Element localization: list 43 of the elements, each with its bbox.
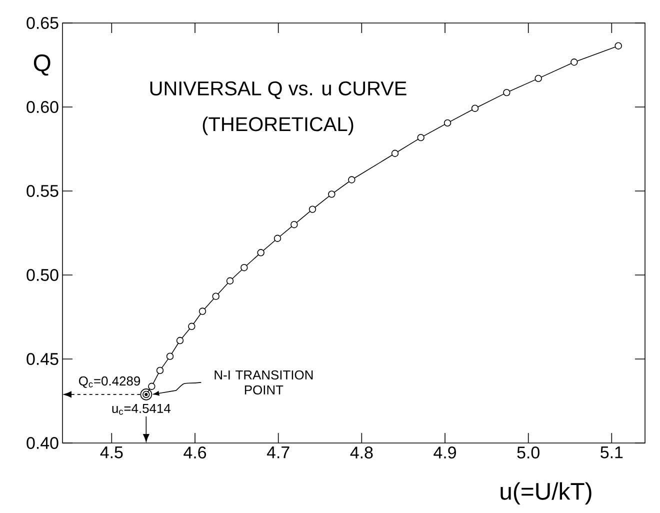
x-axis-title: u(=U/kT) (500, 482, 592, 505)
point (444, 119, 452, 127)
point (257, 249, 264, 256)
x-tick-label: 4.9 (434, 446, 456, 459)
point (391, 150, 399, 157)
point (176, 336, 184, 344)
text: (THEORETICAL) (202, 116, 354, 136)
point (156, 366, 164, 374)
y-tick-label: 0.55 (26, 185, 58, 197)
annotation: Q$_{c}$=0.4289 (78, 376, 140, 388)
y-tick-label: 0.65 (26, 17, 58, 29)
point (274, 234, 282, 242)
x-tick-label: 4.7 (266, 446, 290, 458)
point (570, 58, 578, 66)
point (534, 74, 542, 82)
point (166, 352, 174, 360)
point (328, 190, 336, 198)
y-tick-label: 0.40 (26, 437, 58, 449)
point (212, 292, 220, 300)
point (290, 221, 298, 228)
point (188, 322, 196, 330)
point (614, 42, 622, 50)
x-tick-label: 5.1 (600, 446, 623, 458)
point (226, 277, 234, 284)
point (503, 88, 510, 96)
annotation: u$_{c}$=4.5414 (112, 404, 170, 415)
point (240, 264, 248, 272)
y-tick-label: 0.50 (26, 269, 58, 281)
x-tick-label: 4.5 (100, 446, 123, 458)
y-tick-label: 0.60 (26, 101, 58, 113)
annotation: N-I TRANSITION POINT (214, 370, 313, 395)
y-tick-label: 0.45 (26, 353, 58, 365)
point (308, 206, 316, 213)
x-tick-label: 4.6 (184, 446, 206, 459)
point (417, 134, 424, 142)
point (348, 176, 356, 184)
y-axis-title: Q (34, 54, 50, 76)
x-tick-label: 5.0 (517, 446, 540, 459)
point (471, 104, 479, 112)
x-tick-label: 4.8 (350, 446, 373, 459)
point (148, 382, 156, 390)
point (198, 308, 206, 315)
text: UNIVERSAL Q vs. u CURVE (150, 81, 406, 100)
